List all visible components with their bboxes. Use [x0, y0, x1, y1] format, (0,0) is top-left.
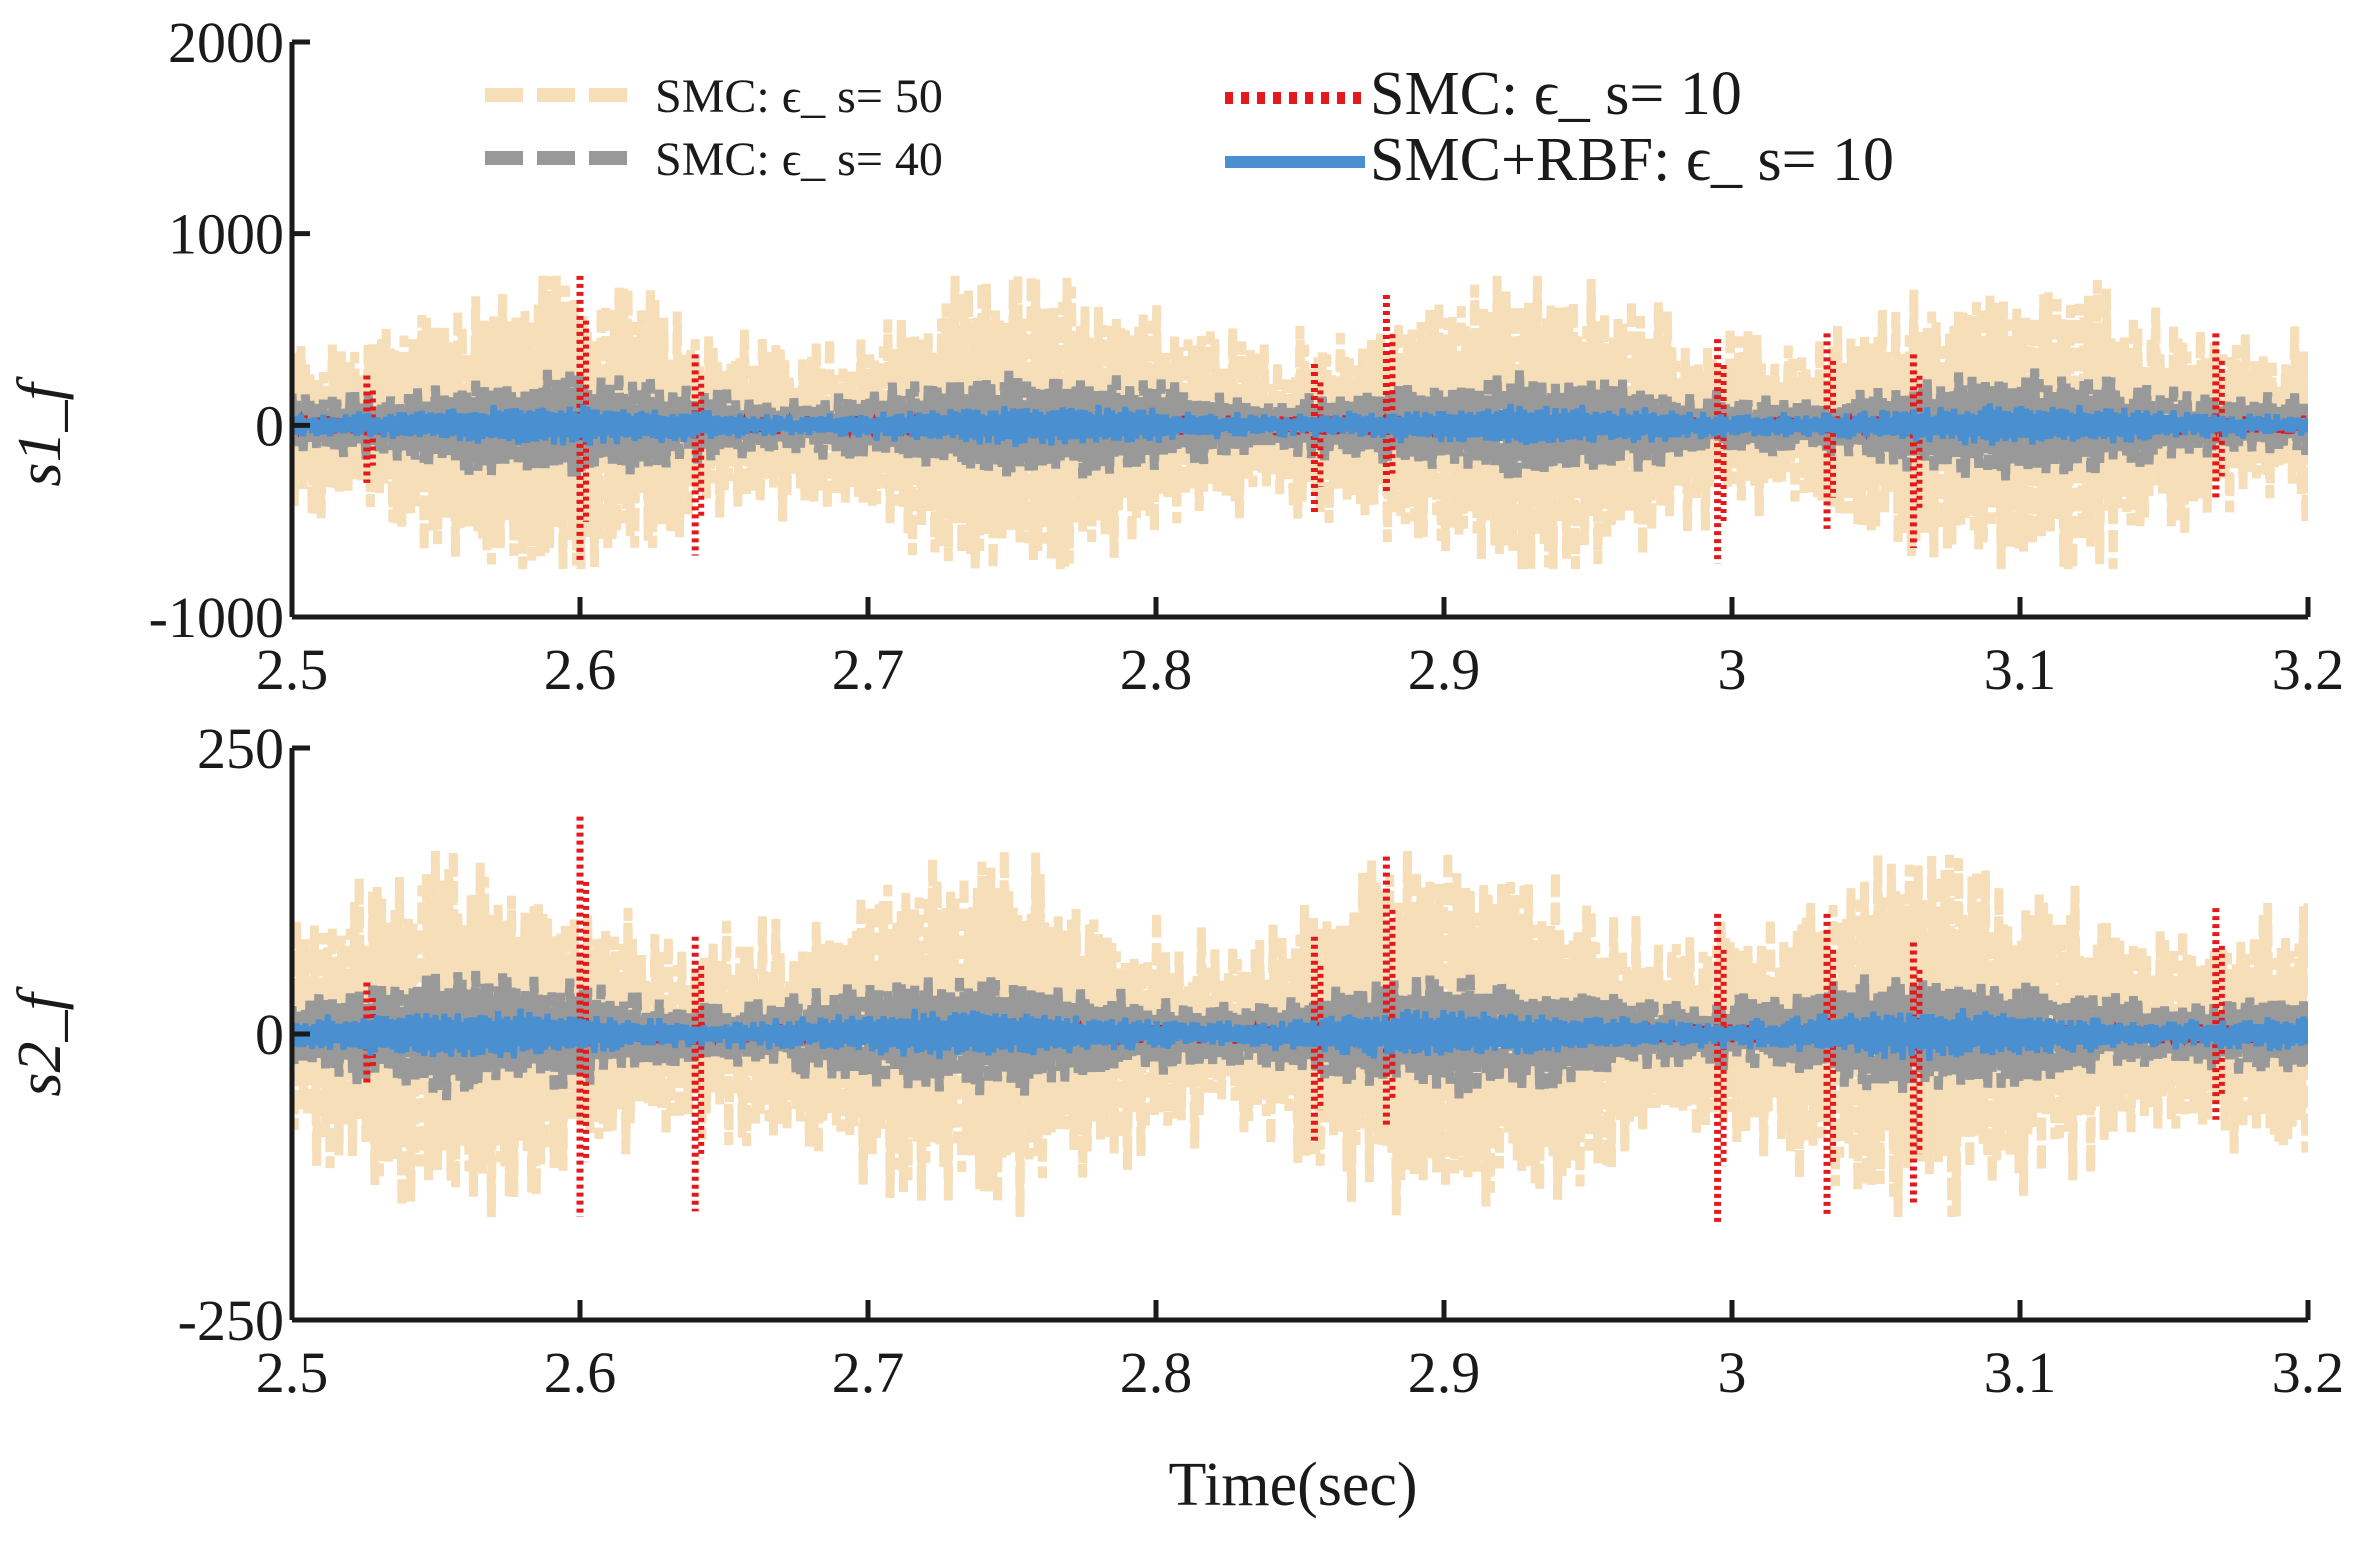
x-tick-label: 3.1 — [1984, 637, 2057, 702]
y-tick-label: 0 — [255, 393, 284, 458]
series-line-smc-50 — [292, 275, 2308, 570]
axes-s2: -250 0 250 2.5 2.6 2.7 2.8 2.9 3 3.1 3.2 — [178, 716, 2345, 1405]
x-tick-label: 2.7 — [832, 637, 905, 702]
legend-label-smc-40: SMC: ϵ_ s= 40 — [655, 133, 943, 186]
series-line-smc-50 — [292, 850, 2308, 1218]
x-tick-label: 3.2 — [2272, 637, 2345, 702]
axes-s1: -1000 0 1000 2000 2.5 2.6 2.7 2.8 2.9 3 3.1 3.2 — [149, 10, 2345, 702]
x-tick-label: 2.6 — [544, 637, 617, 702]
x-tick-label: 3 — [1718, 637, 1747, 702]
legend: SMC: ϵ_ s= 50 SMC: ϵ_ s= 40 SMC: ϵ_ s= 1… — [485, 60, 1894, 194]
y-tick-label: -1000 — [149, 585, 284, 650]
x-tick-label: 2.5 — [256, 1340, 329, 1405]
plot-area-s2 — [292, 816, 2308, 1223]
legend-label-smc-rbf-10: SMC+RBF: ϵ_ s= 10 — [1370, 126, 1894, 194]
x-tick-label: 2.6 — [544, 1340, 617, 1405]
ylabel-s2: s2_f — [6, 986, 74, 1097]
y-tick-label: -250 — [178, 1288, 284, 1353]
xlabel: Time(sec) — [1168, 1451, 1417, 1519]
x-tick-label: 2.9 — [1408, 637, 1481, 702]
series-line-smc-40 — [292, 368, 2308, 481]
ylabel-s1: s1_f — [6, 376, 74, 487]
y-tick-label: 2000 — [168, 10, 284, 75]
x-tick-label: 2.8 — [1120, 1340, 1193, 1405]
series-line-smc-rbf-10 — [292, 1008, 2308, 1062]
legend-label-smc-50: SMC: ϵ_ s= 50 — [655, 70, 943, 123]
legend-label-smc-10: SMC: ϵ_ s= 10 — [1370, 60, 1742, 128]
x-tick-label: 3.1 — [1984, 1340, 2057, 1405]
plot-area-s1 — [292, 275, 2308, 570]
legend-entry-smc-rbf-10: SMC+RBF: ϵ_ s= 10 — [1225, 126, 1894, 194]
y-tick-label: 250 — [197, 716, 284, 781]
x-tick-label: 3.2 — [2272, 1340, 2345, 1405]
series-line-smc-rbf-10 — [292, 403, 2308, 447]
y-tick-label: 1000 — [168, 202, 284, 267]
x-tick-label: 2.8 — [1120, 637, 1193, 702]
subplot-s1: -1000 0 1000 2000 2.5 2.6 2.7 2.8 2.9 3 3.1 3.2 s1_… — [6, 10, 2344, 702]
x-tick-label: 2.5 — [256, 637, 329, 702]
legend-entry-smc-10: SMC: ϵ_ s= 10 — [1225, 60, 1742, 128]
y-tick-label: 0 — [255, 1002, 284, 1067]
legend-entry-smc-40: SMC: ϵ_ s= 40 — [485, 133, 943, 186]
x-tick-label: 2.9 — [1408, 1340, 1481, 1405]
subplot-s2: -250 0 250 2.5 2.6 2.7 2.8 2.9 3 3.1 3.2 s2_f — [6, 716, 2344, 1405]
legend-entry-smc-50: SMC: ϵ_ s= 50 — [485, 70, 943, 123]
x-tick-label: 3 — [1718, 1340, 1747, 1405]
x-tick-label: 2.7 — [832, 1340, 905, 1405]
series-line-smc-40 — [292, 970, 2308, 1101]
